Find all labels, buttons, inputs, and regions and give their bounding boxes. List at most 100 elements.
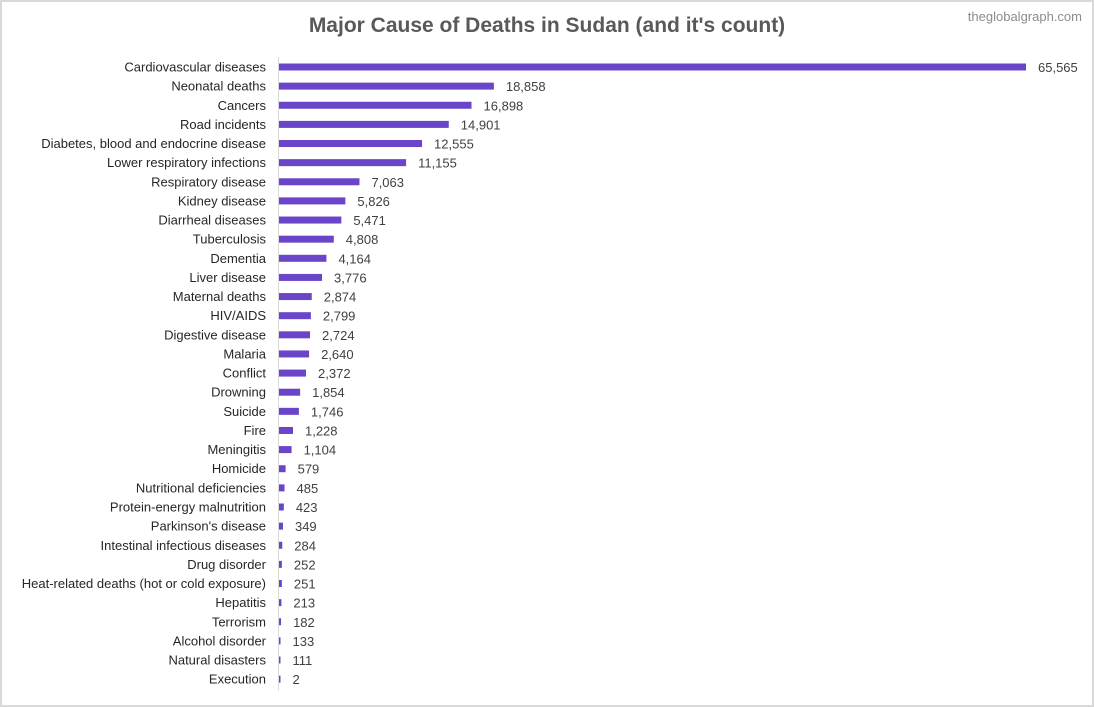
category-label: Execution xyxy=(209,672,266,687)
bar xyxy=(279,101,472,109)
value-label: 111 xyxy=(293,653,313,668)
bar xyxy=(279,254,327,262)
category-label: Nutritional deficiencies xyxy=(136,480,267,495)
value-label: 4,164 xyxy=(338,251,371,266)
category-label: Cancers xyxy=(218,98,267,113)
value-label: 14,901 xyxy=(461,117,501,132)
category-label: Suicide xyxy=(223,404,266,419)
value-label: 423 xyxy=(296,500,318,515)
bar xyxy=(279,293,312,301)
category-label: Diarrheal diseases xyxy=(158,213,266,228)
value-label: 579 xyxy=(298,462,320,477)
bar xyxy=(279,235,334,243)
value-label: 11,155 xyxy=(418,156,457,171)
value-label: 2,874 xyxy=(324,290,357,305)
value-label: 18,858 xyxy=(506,79,546,94)
category-label: Liver disease xyxy=(189,270,266,285)
category-label: Dementia xyxy=(210,251,266,266)
bar xyxy=(279,426,293,434)
category-label: Diabetes, blood and endocrine disease xyxy=(41,136,266,151)
bar xyxy=(279,159,407,167)
category-label: Natural disasters xyxy=(168,653,266,668)
value-label: 182 xyxy=(293,615,315,630)
category-label: Protein-energy malnutrition xyxy=(110,499,266,514)
value-label: 16,898 xyxy=(484,98,524,113)
value-label-group: 65,565 18,858 16,898 14,901 12,555 11,155 7,06… xyxy=(293,60,1078,687)
bar xyxy=(279,618,282,626)
bar xyxy=(279,312,311,320)
category-label: Drug disorder xyxy=(187,557,266,572)
bar xyxy=(279,580,282,588)
bar xyxy=(279,178,360,186)
bar xyxy=(279,407,299,415)
bar xyxy=(279,484,285,492)
bar xyxy=(279,503,284,511)
bar xyxy=(279,599,282,607)
value-label: 1,104 xyxy=(304,443,337,458)
value-label: 3,776 xyxy=(334,270,367,285)
bar xyxy=(279,120,449,128)
category-label: Fire xyxy=(244,423,266,438)
category-label-group: Cardiovascular diseases Neonatal deaths Ca… xyxy=(22,60,267,687)
bar xyxy=(279,140,423,148)
bar xyxy=(279,331,311,339)
value-label: 284 xyxy=(294,538,316,553)
category-label: Drowning xyxy=(211,385,266,400)
bar xyxy=(279,446,292,454)
category-label: Tuberculosis xyxy=(193,232,267,247)
value-label: 5,826 xyxy=(357,194,390,209)
value-label: 252 xyxy=(294,557,316,572)
value-label: 4,808 xyxy=(346,232,379,247)
value-label: 65,565 xyxy=(1038,60,1078,75)
value-label: 2,372 xyxy=(318,366,351,381)
category-label: Parkinson's disease xyxy=(151,519,266,534)
value-label: 2,724 xyxy=(322,328,355,343)
bar xyxy=(279,63,1026,71)
value-label: 2 xyxy=(293,672,300,687)
value-label: 133 xyxy=(293,634,315,649)
value-label: 251 xyxy=(294,577,316,592)
value-label: 2,640 xyxy=(321,347,354,362)
bar-group xyxy=(279,63,1026,683)
category-label: Homicide xyxy=(212,461,266,476)
bar xyxy=(279,369,307,377)
bar xyxy=(279,541,283,549)
category-label: Cardiovascular diseases xyxy=(124,60,266,75)
category-label: Neonatal deaths xyxy=(171,79,266,94)
bar xyxy=(279,350,310,358)
bar xyxy=(279,522,283,530)
value-label: 12,555 xyxy=(434,137,474,152)
bar xyxy=(279,197,346,205)
category-label: Kidney disease xyxy=(178,193,266,208)
category-label: Hepatitis xyxy=(215,595,266,610)
bar xyxy=(279,656,281,664)
value-label: 1,228 xyxy=(305,423,338,438)
value-label: 1,854 xyxy=(312,385,345,400)
bar xyxy=(279,216,342,224)
bar xyxy=(279,273,323,281)
category-label: Maternal deaths xyxy=(173,289,267,304)
category-label: HIV/AIDS xyxy=(210,308,266,323)
bar xyxy=(279,637,281,645)
category-label: Alcohol disorder xyxy=(173,633,267,648)
value-label: 485 xyxy=(297,481,319,496)
value-label: 5,471 xyxy=(353,213,386,228)
category-label: Heat-related deaths (hot or cold exposur… xyxy=(22,576,266,591)
watermark: theglobalgraph.com xyxy=(967,9,1082,24)
chart-title: Major Cause of Deaths in Sudan (and it's… xyxy=(308,14,786,37)
category-label: Terrorism xyxy=(212,614,266,629)
bar xyxy=(279,465,286,473)
category-label: Digestive disease xyxy=(164,327,266,342)
value-label: 213 xyxy=(293,596,315,611)
value-label: 2,799 xyxy=(323,309,356,324)
category-label: Lower respiratory infections xyxy=(107,155,266,170)
category-label: Road incidents xyxy=(180,117,266,132)
value-label: 349 xyxy=(295,519,317,534)
bar xyxy=(279,560,282,568)
value-label: 1,746 xyxy=(311,404,344,419)
category-label: Malaria xyxy=(223,346,266,361)
category-label: Respiratory disease xyxy=(151,174,266,189)
category-label: Intestinal infectious diseases xyxy=(101,538,267,553)
